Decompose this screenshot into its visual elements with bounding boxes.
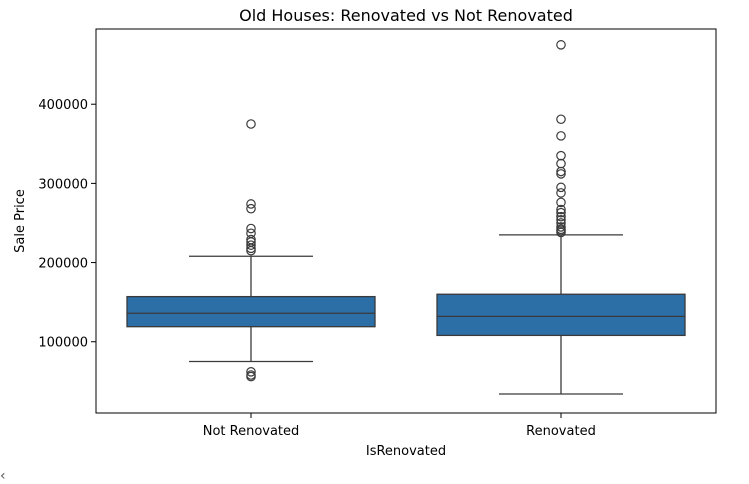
outlier-point bbox=[246, 234, 256, 245]
outlier-point bbox=[556, 131, 566, 141]
outlier-point bbox=[556, 150, 566, 161]
outlier-point bbox=[246, 370, 256, 380]
outlier-point bbox=[556, 224, 566, 235]
x-axis: Not Renovated Renovated bbox=[203, 413, 596, 439]
chart-title: Old Houses: Renovated vs Not Renovated bbox=[239, 6, 573, 25]
plot-area-frame bbox=[95, 28, 717, 414]
y-tick-label: 100000 bbox=[38, 336, 88, 351]
outlier-point bbox=[246, 199, 256, 209]
outlier-point bbox=[556, 182, 566, 193]
y-tick-label: 200000 bbox=[38, 257, 88, 272]
iqr-box bbox=[436, 293, 686, 337]
x-tick-label: Not Renovated bbox=[203, 424, 300, 439]
iqr-box bbox=[126, 295, 376, 328]
outlier-point bbox=[556, 222, 566, 232]
outlier-point bbox=[246, 203, 256, 214]
outlier-point bbox=[246, 119, 256, 129]
outlier-point bbox=[246, 228, 256, 239]
outlier-point bbox=[556, 207, 566, 218]
x-tick-label: Renovated bbox=[526, 424, 596, 439]
outlier-point bbox=[556, 169, 566, 179]
x-axis-label: IsRenovated bbox=[366, 444, 446, 459]
y-tick-label: 300000 bbox=[38, 177, 88, 192]
box-series bbox=[126, 40, 686, 395]
outlier-point bbox=[246, 223, 256, 234]
outlier-point bbox=[556, 211, 566, 222]
outlier-point bbox=[556, 114, 566, 125]
outlier-point bbox=[556, 218, 566, 228]
outlier-point bbox=[246, 240, 256, 250]
outlier-point bbox=[556, 204, 566, 215]
y-tick-label: 400000 bbox=[38, 98, 88, 113]
box-renovated bbox=[436, 40, 686, 395]
outlier-point bbox=[246, 367, 256, 377]
y-axis-label: Sale Price bbox=[13, 189, 28, 253]
outlier-point bbox=[556, 188, 566, 198]
outlier-point bbox=[556, 40, 566, 50]
outlier-point bbox=[556, 158, 566, 169]
outlier-point bbox=[556, 197, 566, 208]
chevron-left-icon: ‹ bbox=[0, 468, 6, 484]
y-axis: 100000 200000 300000 400000 bbox=[38, 98, 96, 351]
box-not-renovated bbox=[126, 119, 376, 382]
outlier-point bbox=[556, 215, 566, 225]
